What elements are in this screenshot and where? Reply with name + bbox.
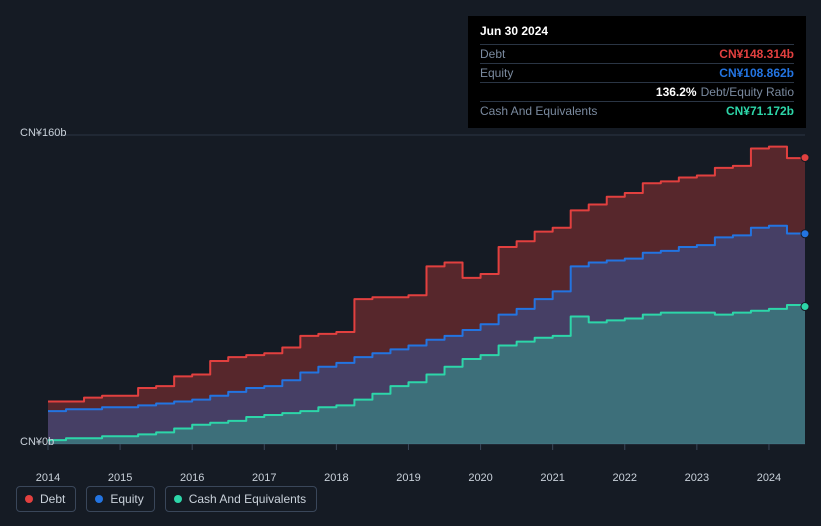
tooltip-row-ratio: 136.2% Debt/Equity Ratio [480,82,794,101]
tooltip-label: Debt [480,47,505,61]
x-axis-label: 2015 [108,472,132,484]
tooltip-value: CN¥108.862b [719,66,794,80]
tooltip-value: CN¥71.172b [726,104,794,118]
legend-swatch [25,495,33,503]
tooltip-ratio: 136.2% Debt/Equity Ratio [656,85,794,99]
chart-tooltip: Jun 30 2024 Debt CN¥148.314b Equity CN¥1… [468,16,806,128]
tooltip-row-equity: Equity CN¥108.862b [480,63,794,82]
ratio-text: Debt/Equity Ratio [701,85,794,99]
y-axis-label: CN¥0b [20,436,46,448]
legend-label: Debt [40,492,65,506]
y-axis-label: CN¥160b [20,127,46,139]
chart-legend: Debt Equity Cash And Equivalents [16,486,317,512]
tooltip-label: Cash And Equivalents [480,104,597,118]
x-axis-label: 2022 [613,472,637,484]
tooltip-row-cash: Cash And Equivalents CN¥71.172b [480,101,794,120]
legend-label: Cash And Equivalents [189,492,306,506]
tooltip-row-debt: Debt CN¥148.314b [480,44,794,63]
x-axis-label: 2023 [685,472,709,484]
legend-item-debt[interactable]: Debt [16,486,76,512]
x-axis-label: 2021 [540,472,564,484]
x-axis-label: 2019 [396,472,420,484]
ratio-pct: 136.2% [656,85,697,99]
x-axis-label: 2016 [180,472,204,484]
legend-swatch [174,495,182,503]
x-axis-label: 2014 [36,472,60,484]
tooltip-label: Equity [480,66,513,80]
legend-label: Equity [110,492,143,506]
x-axis-label: 2018 [324,472,348,484]
tooltip-value: CN¥148.314b [719,47,794,61]
x-axis-label: 2017 [252,472,276,484]
legend-item-cash[interactable]: Cash And Equivalents [165,486,317,512]
legend-item-equity[interactable]: Equity [86,486,154,512]
chart-container: Jun 30 2024 Debt CN¥148.314b Equity CN¥1… [0,0,821,526]
x-axis-label: 2020 [468,472,492,484]
tooltip-date: Jun 30 2024 [480,24,794,44]
legend-swatch [95,495,103,503]
x-axis-label: 2024 [757,472,781,484]
